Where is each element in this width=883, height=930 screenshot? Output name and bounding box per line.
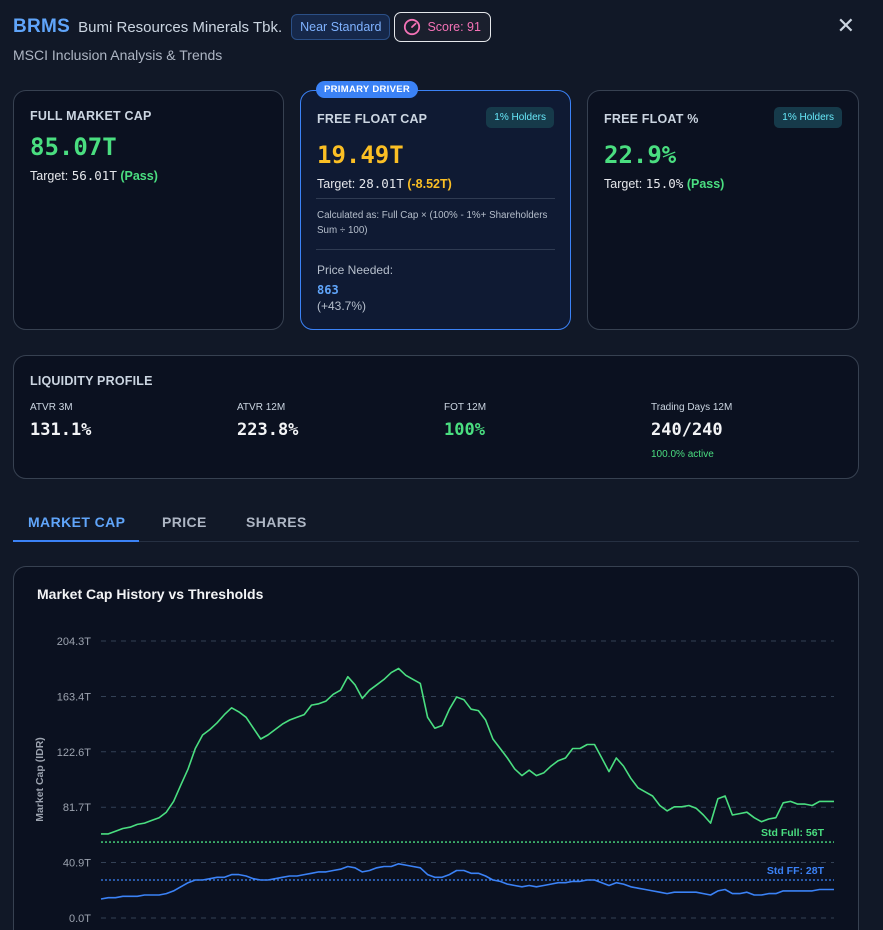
free-float-pct-value: 22.9% [604,141,677,169]
company-name: Bumi Resources Minerals Tbk. [78,18,283,36]
close-icon[interactable]: ✕ [836,13,855,38]
target-value: 15.0% [645,176,684,191]
holders-badge: 1% Holders [774,107,842,128]
metric-label: FOT 12M [444,402,487,413]
y-tick-label: 81.7T [63,802,91,814]
target-line: Target: 15.0% (Pass) [604,176,724,191]
price-needed-value: 863 [317,283,339,297]
tab-price[interactable]: PRICE [162,514,207,530]
score-label: Score: 91 [427,20,481,34]
target-prefix: Target: [317,177,356,191]
free-float-pct-card: FREE FLOAT % 1% Holders 22.9% Target: 15… [587,90,859,330]
tab-shares[interactable]: SHARES [246,514,307,530]
market-cap-chart: 204.3T 163.4T 122.6T 81.7T 40.9T 0.0T Market C… [34,636,834,925]
metric-label: ATVR 12M [237,402,286,413]
status-badge: Near Standard [291,14,391,40]
metric-subtext: 100.0% active [651,449,714,460]
series-line [100,862,834,900]
tab-market-cap[interactable]: MARKET CAP [13,505,139,542]
y-tick-label: 40.9T [63,858,91,870]
divider [316,198,555,199]
y-tick-label: 0.0T [69,913,91,925]
ticker-symbol: BRMS [13,16,71,37]
metric-label: Trading Days 12M [651,402,733,413]
target-value: 56.01T [71,168,117,183]
liquidity-profile-card: LIQUIDITY PROFILE ATVR 3M 131.1% ATVR 12… [13,355,859,479]
target-line: Target: 28.01T (-8.52T) [317,176,452,191]
primary-driver-tag: PRIMARY DRIVER [316,81,419,98]
card-label: FREE FLOAT CAP [317,112,428,126]
free-float-cap-value: 19.49T [317,141,404,169]
chart-title: Market Cap History vs Thresholds [37,586,264,602]
threshold-label: Std FF: 28T [767,865,825,877]
pass-status: (Pass) [686,177,725,191]
liquidity-atvr-3m: ATVR 3M 131.1% [30,402,91,440]
target-prefix: Target: [30,169,69,183]
y-tick-label: 204.3T [57,636,92,648]
holders-badge: 1% Holders [486,107,554,128]
target-line: Target: 56.01T (Pass) [30,168,158,183]
y-tick-label: 163.4T [57,691,92,703]
gap-value: (-8.52T) [407,177,452,191]
gauge-icon [404,18,421,36]
full-market-cap-card: FULL MARKET CAP 85.07T Target: 56.01T (P… [13,90,284,330]
target-value: 28.01T [358,176,404,191]
metric-value: 100% [444,420,485,440]
full-market-cap-value: 85.07T [30,133,117,161]
threshold-label: Std Full: 56T [761,827,825,839]
page-subtitle: MSCI Inclusion Analysis & Trends [13,47,223,63]
y-tick-label: 122.6T [57,747,92,759]
liquidity-atvr-12m: ATVR 12M 223.8% [237,402,298,440]
card-label: FULL MARKET CAP [30,109,152,123]
card-label: FREE FLOAT % [604,112,699,126]
free-float-cap-card: PRIMARY DRIVER FREE FLOAT CAP 1% Holders… [300,81,571,330]
metric-label: ATVR 3M [30,402,73,413]
calc-note: Calculated as: Full Cap × (100% - 1%+ Sh… [317,210,548,236]
metric-value: 131.1% [30,420,92,440]
score-badge: Score: 91 [394,12,491,42]
pass-status: (Pass) [120,169,158,183]
series-line [101,667,834,835]
liquidity-trading-days: Trading Days 12M 240/240 100.0% active [651,402,732,460]
divider [316,249,555,250]
section-title: LIQUIDITY PROFILE [30,374,153,388]
header: BRMS Bumi Resources Minerals Tbk. Near S… [13,12,863,42]
market-cap-chart-card: Market Cap History vs Thresholds 204.3T 1… [13,566,859,930]
metric-value: 223.8% [237,420,299,440]
price-needed-label: Price Needed: [317,263,394,277]
liquidity-fot-12m: FOT 12M 100% [444,402,486,440]
metric-value: 240/240 [651,420,723,440]
chart-tabs: MARKET CAP PRICE SHARES [13,505,859,542]
price-needed-change: (+43.7%) [317,299,367,313]
target-prefix: Target: [604,177,643,191]
y-axis-label: Market Cap (IDR) [34,737,46,822]
